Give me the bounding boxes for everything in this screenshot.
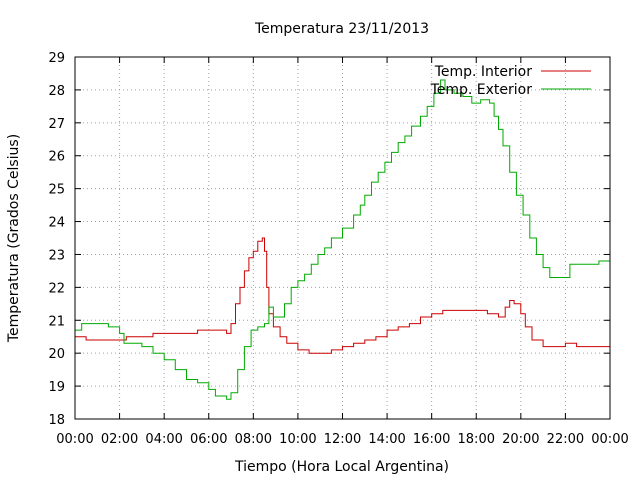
x-tick-label: 18:00 — [458, 432, 495, 447]
y-tick-label: 20 — [48, 347, 65, 362]
y-tick-label: 25 — [48, 183, 65, 198]
x-tick-label: 10:00 — [279, 432, 316, 447]
x-tick-label: 04:00 — [145, 432, 182, 447]
x-tick-label: 02:00 — [101, 432, 138, 447]
y-tick-label: 19 — [48, 380, 65, 395]
chart-title: Temperatura 23/11/2013 — [254, 21, 429, 37]
legend-label-exterior: Temp. Exterior — [430, 82, 533, 98]
x-tick-label: 00:00 — [56, 432, 93, 447]
x-axis-label: Tiempo (Hora Local Argentina) — [234, 459, 449, 475]
y-tick-label: 26 — [48, 150, 65, 165]
x-tick-label: 00:00 — [591, 432, 628, 447]
series-layer — [75, 79, 610, 400]
y-tick-label: 21 — [48, 314, 65, 329]
y-tick-label: 24 — [48, 216, 65, 231]
x-tick-label: 06:00 — [190, 432, 227, 447]
x-tick-label: 16:00 — [413, 432, 450, 447]
x-tick-label: 20:00 — [502, 432, 539, 447]
y-tick-label: 23 — [48, 248, 65, 263]
y-axis-ticks: 18 19 20 21 22 23 24 25 26 27 28 29 — [48, 51, 610, 428]
y-tick-label: 29 — [48, 51, 65, 66]
y-tick-label: 22 — [48, 281, 65, 296]
x-axis-ticks: 00:00 02:00 04:00 06:00 08:00 10:00 12:00 14:00… — [56, 57, 629, 447]
x-tick-label: 14:00 — [368, 432, 405, 447]
legend-label-interior: Temp. Interior — [434, 64, 533, 80]
y-tick-label: 27 — [48, 117, 65, 132]
series-line-exterior — [75, 79, 610, 400]
x-tick-label: 08:00 — [235, 432, 272, 447]
y-axis-label: Temperatura (Grados Celsius) — [6, 134, 22, 343]
series-line-interior — [75, 237, 610, 354]
x-tick-label: 12:00 — [324, 432, 361, 447]
grid — [75, 57, 610, 419]
legend: Temp. Interior Temp. Exterior — [430, 64, 591, 98]
y-tick-label: 18 — [48, 413, 65, 428]
x-tick-label: 22:00 — [547, 432, 584, 447]
y-tick-label: 28 — [48, 84, 65, 99]
